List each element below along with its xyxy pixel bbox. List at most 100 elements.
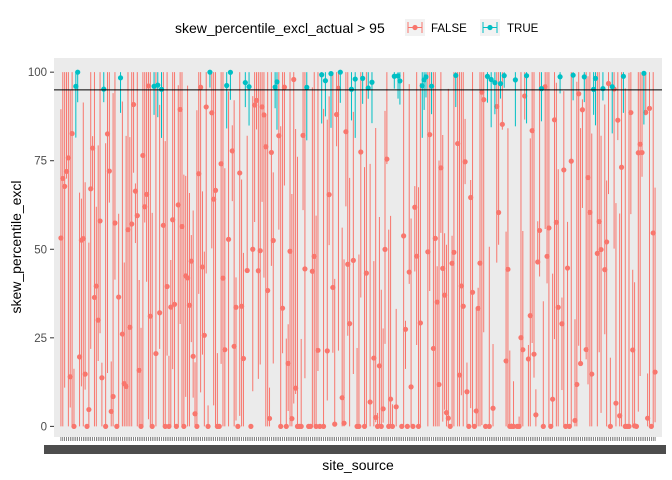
data-point <box>339 395 345 401</box>
data-point <box>101 86 107 92</box>
data-point <box>164 283 170 290</box>
data-point <box>572 417 578 424</box>
data-point <box>520 347 526 353</box>
data-point <box>415 423 422 429</box>
y-tick-label: 50 <box>34 244 47 256</box>
data-point <box>345 261 351 267</box>
data-point <box>155 82 161 88</box>
data-point <box>127 324 133 330</box>
data-point <box>380 406 386 412</box>
data-point <box>162 423 168 429</box>
data-point <box>201 332 207 338</box>
data-point <box>650 230 656 236</box>
data-point <box>112 220 118 226</box>
data-point <box>633 423 640 429</box>
data-point <box>328 71 334 77</box>
data-point <box>628 109 634 116</box>
data-point <box>265 287 271 294</box>
data-point <box>116 294 122 300</box>
data-point <box>322 78 329 84</box>
data-point <box>168 304 174 310</box>
data-point <box>160 222 166 228</box>
data-point <box>173 423 180 429</box>
data-point <box>566 423 572 429</box>
data-point <box>82 371 88 377</box>
data-point <box>103 423 109 429</box>
data-point <box>505 266 511 272</box>
data-point <box>600 86 606 92</box>
data-point <box>496 209 502 216</box>
data-point <box>313 423 319 429</box>
data-point <box>279 305 286 311</box>
data-point <box>171 301 178 307</box>
data-point <box>363 270 369 276</box>
data-point <box>374 423 381 429</box>
data-point <box>278 423 284 429</box>
legend-key-true <box>480 19 500 36</box>
y-tick-label: 25 <box>34 333 47 345</box>
data-point <box>250 246 256 252</box>
data-point <box>270 237 276 244</box>
data-point <box>320 423 327 429</box>
data-point <box>119 331 125 337</box>
data-point <box>142 204 148 210</box>
data-point <box>531 351 537 357</box>
data-point <box>637 141 643 147</box>
data-point <box>522 93 528 99</box>
data-point <box>583 346 589 353</box>
data-point <box>386 423 392 429</box>
data-point <box>576 91 582 97</box>
y-axis: 0 25 50 75 100 <box>28 67 54 433</box>
data-point <box>293 385 299 391</box>
data-point <box>468 194 474 201</box>
data-point <box>190 353 196 359</box>
data-point <box>652 369 658 375</box>
data-point <box>609 84 615 90</box>
data-point <box>564 265 571 271</box>
data-point <box>281 84 288 90</box>
data-point <box>559 321 565 327</box>
data-point <box>404 423 410 429</box>
data-point <box>138 423 144 429</box>
data-point <box>358 149 364 155</box>
data-point <box>93 283 99 289</box>
data-point <box>466 423 472 429</box>
data-point <box>471 423 478 429</box>
data-point <box>443 410 450 416</box>
data-point <box>86 406 92 413</box>
y-tick-label: 100 <box>28 67 47 79</box>
data-point <box>645 415 651 421</box>
data-point <box>440 265 446 272</box>
data-point <box>602 267 608 273</box>
data-point <box>272 84 278 90</box>
data-point <box>373 414 379 421</box>
data-point <box>315 347 321 353</box>
data-point <box>99 375 105 381</box>
data-point <box>104 131 111 137</box>
data-point <box>337 69 343 75</box>
data-point <box>548 423 554 429</box>
data-point <box>378 423 384 429</box>
data-point <box>648 423 654 429</box>
data-point <box>617 413 623 419</box>
x-tick-labels-overplotted <box>44 445 666 454</box>
plot-panel <box>54 58 662 437</box>
data-point <box>484 73 491 79</box>
data-point <box>110 393 116 400</box>
data-point <box>235 423 241 429</box>
data-point <box>285 360 291 366</box>
data-point <box>533 412 539 418</box>
data-point <box>205 423 211 429</box>
data-point <box>153 350 159 357</box>
data-point <box>222 347 228 353</box>
data-point <box>231 343 237 349</box>
data-point <box>134 213 140 219</box>
data-point <box>570 72 576 78</box>
data-point <box>410 423 416 429</box>
data-point <box>246 84 252 90</box>
data-point <box>481 97 487 103</box>
data-point <box>641 70 647 76</box>
data-point <box>384 156 390 162</box>
data-point <box>501 73 507 79</box>
data-point <box>456 372 463 378</box>
